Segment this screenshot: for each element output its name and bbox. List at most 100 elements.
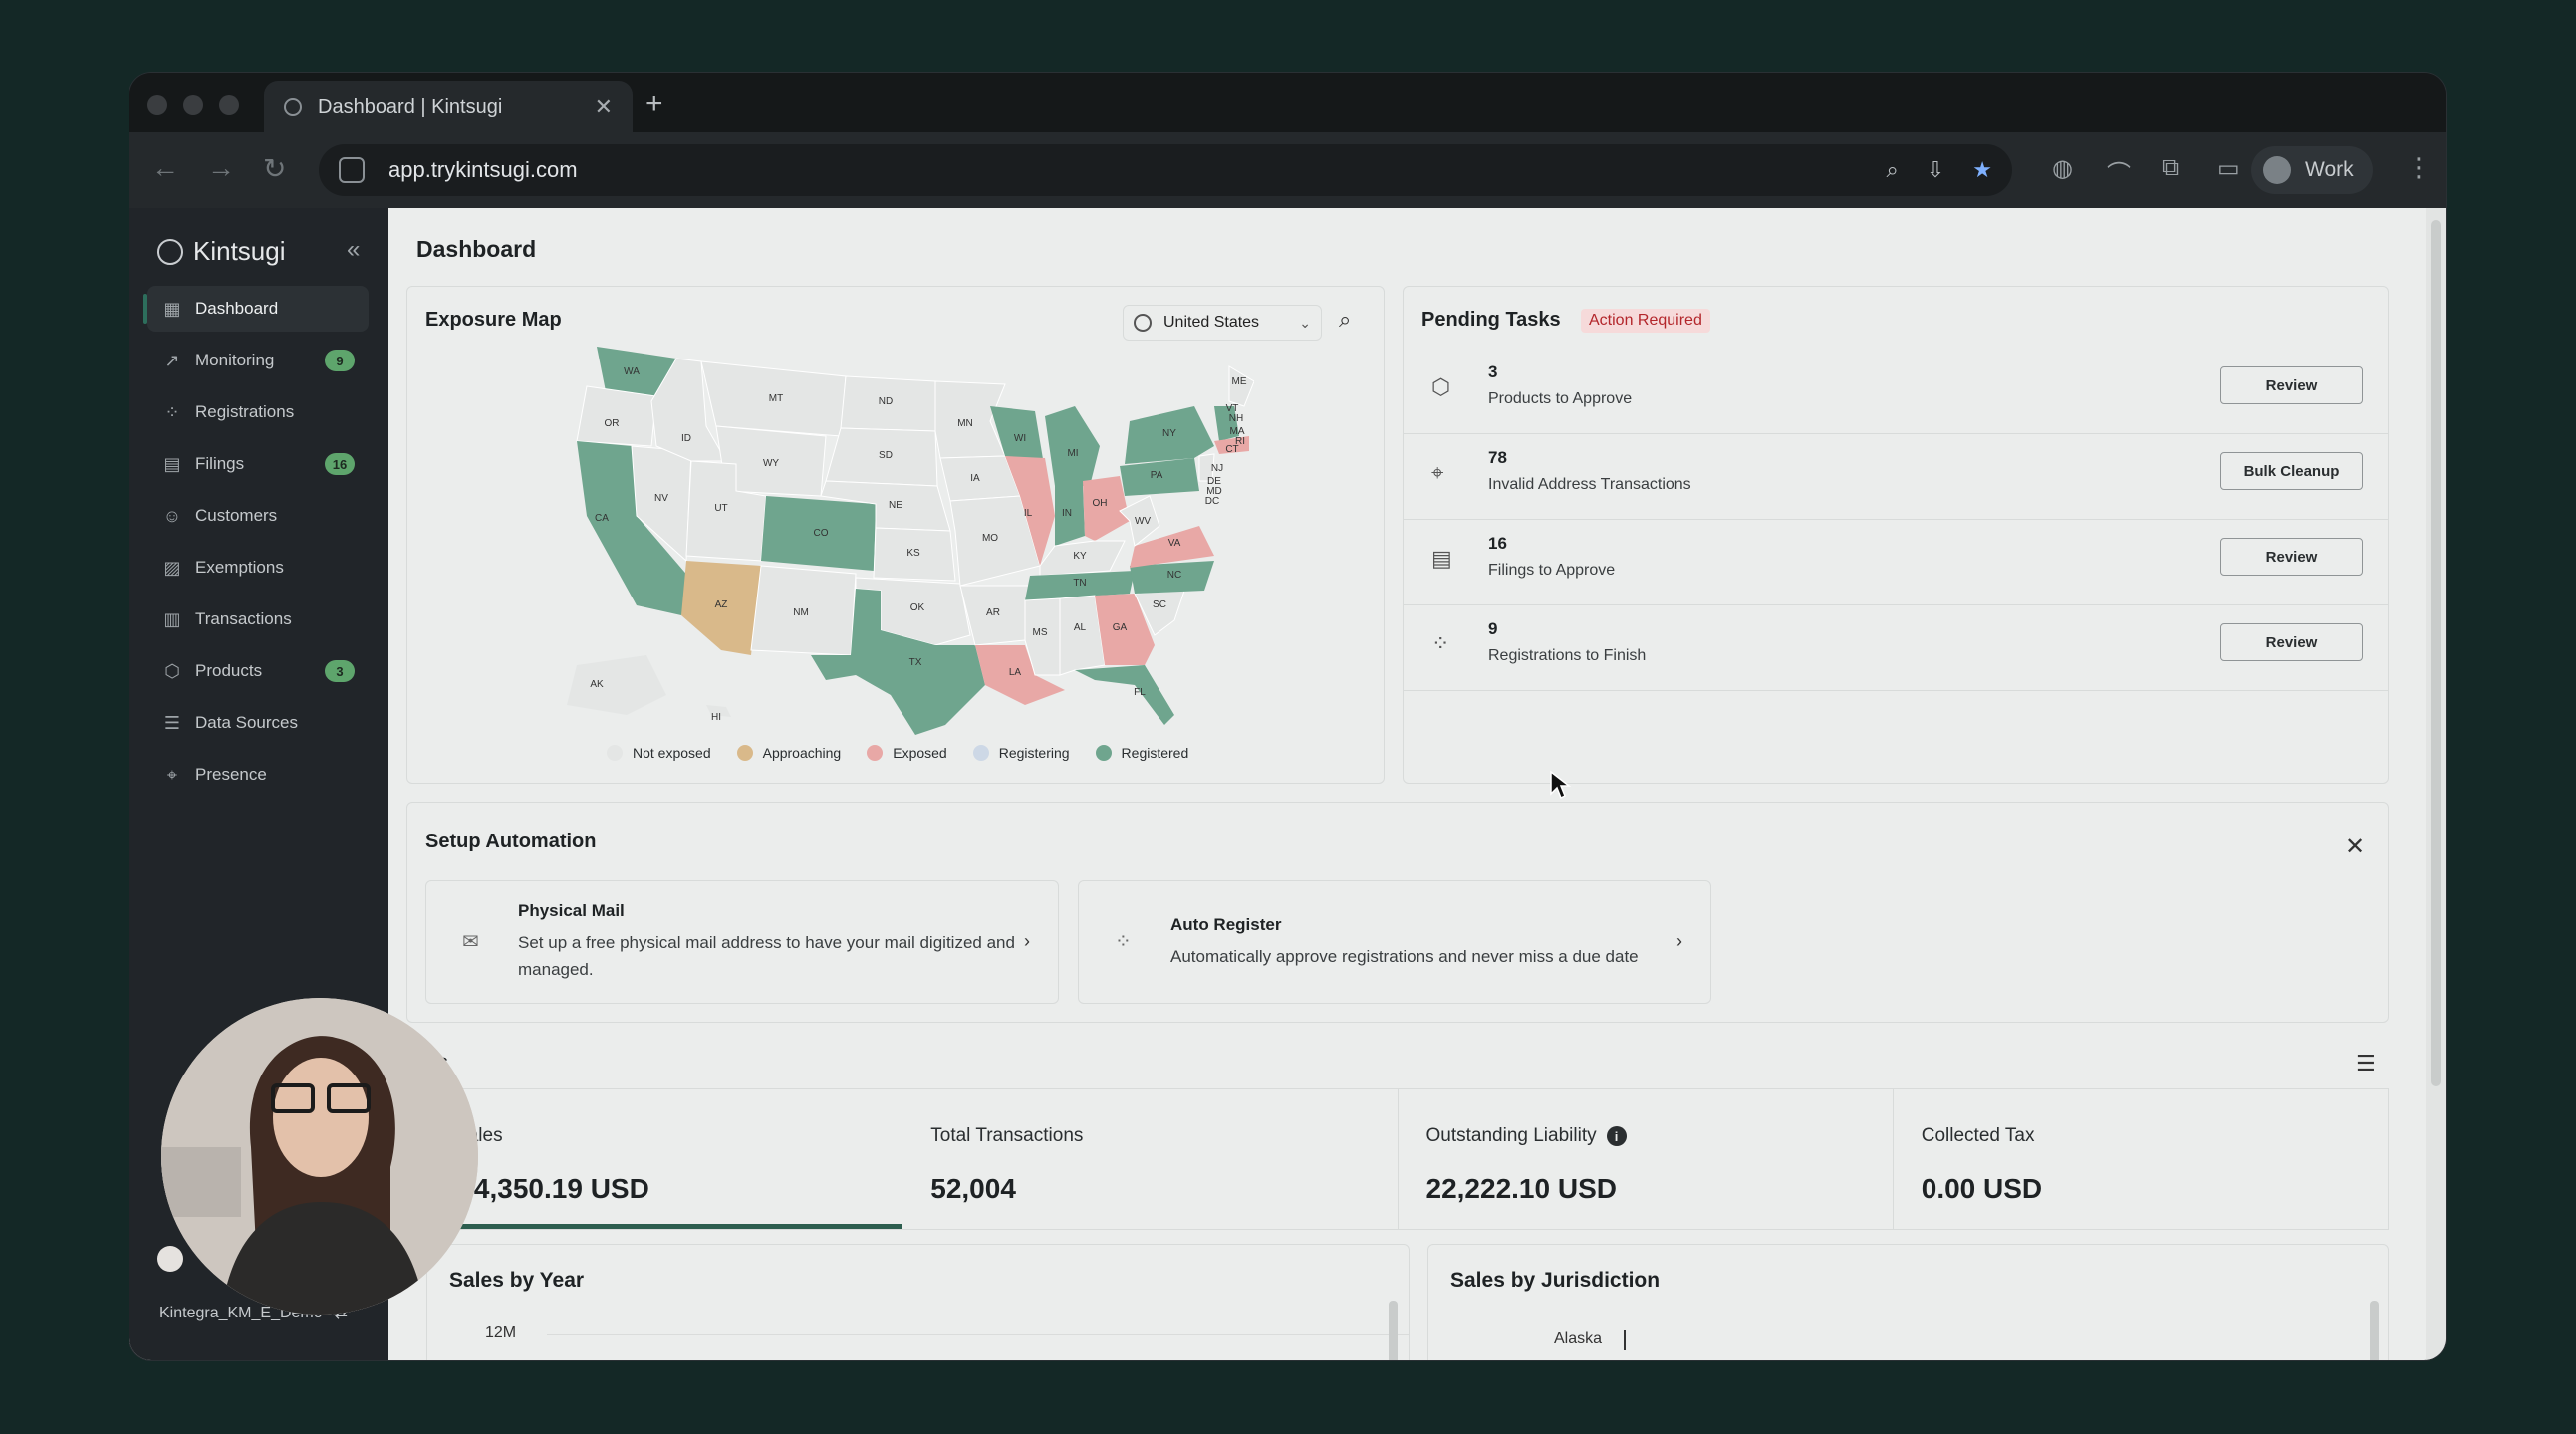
install-app-icon[interactable]: ⇩ <box>1926 157 1945 182</box>
state-CO[interactable] <box>761 496 876 571</box>
window-minimize-control[interactable] <box>183 95 203 115</box>
state-CA[interactable] <box>577 441 696 615</box>
state-WV[interactable] <box>1119 495 1160 547</box>
state-TX[interactable] <box>811 589 985 735</box>
collapse-sidebar-icon[interactable]: « <box>347 236 361 263</box>
stat-card[interactable]: al Sales,764,350.19 USD <box>407 1089 903 1229</box>
exposure-map-card: Exposure Map United States ⌄ ⌕ <box>406 286 1385 784</box>
map-search-icon[interactable]: ⌕ <box>1339 307 1352 332</box>
close-icon[interactable]: ✕ <box>2345 834 2366 860</box>
sidebar-item-presence[interactable]: ⌖ Presence <box>147 752 369 798</box>
state-PA[interactable] <box>1120 458 1199 496</box>
state-AL[interactable] <box>1059 595 1106 676</box>
sidebar-item-dashboard[interactable]: ▦ Dashboard <box>143 286 369 332</box>
chart-scrollbar[interactable] <box>1389 1301 1398 1360</box>
sidebar-item-data-sources[interactable]: ☰ Data Sources <box>147 700 369 746</box>
sidebar-item-products[interactable]: ⬡ Products 3 <box>147 648 369 694</box>
sidebar-item-label: Products <box>195 661 263 680</box>
forward-icon[interactable]: → <box>207 152 235 183</box>
state-NJ[interactable] <box>1198 453 1215 482</box>
user-avatar[interactable] <box>157 1246 183 1272</box>
chart-scrollbar[interactable] <box>2370 1301 2379 1360</box>
stat-card[interactable]: Total Transactions 52,004 <box>902 1089 1399 1229</box>
profile-button[interactable]: Work <box>2251 146 2373 194</box>
extensions-puzzle-icon[interactable]: ⧉ <box>2162 154 2180 181</box>
task-action-button[interactable]: Review <box>2220 538 2363 576</box>
window-maximize-control[interactable] <box>219 95 239 115</box>
sidebar-item-transactions[interactable]: ▥ Transactions <box>147 597 369 642</box>
new-tab-button[interactable]: + <box>645 87 663 120</box>
page-scrollbar[interactable] <box>2426 208 2446 1360</box>
state-FL[interactable] <box>1075 665 1174 725</box>
stat-card[interactable]: Collected Tax 0.00 USD <box>1894 1089 2388 1229</box>
state-NY[interactable] <box>1125 406 1214 464</box>
state-OH[interactable] <box>1083 476 1130 541</box>
state-AK[interactable] <box>567 655 666 715</box>
state-AZ[interactable] <box>681 561 761 655</box>
state-OR[interactable] <box>576 385 657 447</box>
task-action-button[interactable]: Bulk Cleanup <box>2220 452 2363 490</box>
info-icon[interactable]: i <box>1606 1126 1627 1146</box>
stat-card[interactable]: Outstanding Liability i 22,222.10 USD <box>1399 1089 1894 1229</box>
state-VA[interactable] <box>1130 526 1214 568</box>
extension-2-icon[interactable]: ⌒ <box>2107 161 2131 188</box>
state-GA[interactable] <box>1095 594 1155 665</box>
browser-tab[interactable]: Dashboard | Kintsugi ✕ <box>264 81 633 132</box>
tab-close-icon[interactable]: ✕ <box>594 94 613 119</box>
state-WA[interactable] <box>597 347 676 401</box>
sidebar-item-exemptions[interactable]: ▨ Exemptions <box>147 545 369 591</box>
state-label-SC: SC <box>1153 599 1166 610</box>
us-exposure-map[interactable]: WA OR CA NV ID MT WY UT AZ CO NM ND SD NE KS OK TX MN IA MO… <box>537 347 1254 735</box>
state-label-OK: OK <box>910 602 925 613</box>
sidebar-item-filings[interactable]: ▤ Filings 16 <box>147 441 369 487</box>
sidebar-item-registrations[interactable]: ⁘ Registrations <box>147 389 369 435</box>
state-NC[interactable] <box>1130 561 1214 594</box>
sidebar-item-label: Data Sources <box>195 713 298 732</box>
zoom-icon[interactable]: ⌕ <box>1886 157 1899 182</box>
sidebar-item-customers[interactable]: ☺ Customers <box>147 493 369 539</box>
state-ME[interactable] <box>1228 365 1254 407</box>
sidebar-item-monitoring[interactable]: ↗ Monitoring 9 <box>147 338 369 383</box>
filter-icon[interactable]: ☰ <box>2356 1051 2376 1076</box>
state-MO[interactable] <box>949 495 1041 587</box>
task-action-button[interactable]: Review <box>2220 366 2363 404</box>
window-close-control[interactable] <box>147 95 167 115</box>
address-bar[interactable]: app.trykintsugi.com ⌕ ⇩ ★ <box>319 144 2012 196</box>
stat-label-text: Outstanding Liability <box>1425 1125 1597 1146</box>
state-label-GA: GA <box>1113 622 1128 633</box>
page-scrollbar-thumb[interactable] <box>2431 220 2441 1086</box>
physical-mail-card[interactable]: ✉ Physical Mail Set up a free physical m… <box>425 880 1059 1004</box>
url-text[interactable]: app.trykintsugi.com <box>388 157 578 182</box>
task-action-button[interactable]: Review <box>2220 623 2363 661</box>
site-settings-icon[interactable] <box>339 157 365 183</box>
state-KS[interactable] <box>873 527 956 582</box>
state-IN[interactable] <box>1055 486 1085 546</box>
state-HI[interactable] <box>706 705 731 717</box>
state-label-NJ: NJ <box>1211 463 1223 474</box>
state-ID[interactable] <box>650 358 727 462</box>
brand[interactable]: Kintsugi <box>157 236 286 267</box>
profile-avatar <box>2263 156 2291 184</box>
state-VT-NH[interactable] <box>1214 406 1239 441</box>
back-icon[interactable]: ← <box>151 152 179 183</box>
state-MI[interactable] <box>1045 406 1100 486</box>
sidebar-item-label: Dashboard <box>195 299 279 318</box>
state-MS[interactable] <box>1024 598 1061 676</box>
state-IL[interactable] <box>1005 456 1055 566</box>
browser-menu-icon[interactable]: ⋮ <box>2406 152 2432 182</box>
extension-icon[interactable]: ◍ <box>2052 155 2073 182</box>
side-panel-icon[interactable]: ▭ <box>2217 155 2240 182</box>
state-LA[interactable] <box>975 645 1065 705</box>
state-TN[interactable] <box>1025 571 1135 600</box>
state-label-NY: NY <box>1162 428 1176 439</box>
reload-icon[interactable]: ↻ <box>263 153 287 184</box>
country-select[interactable]: United States ⌄ <box>1123 305 1322 341</box>
state-MA[interactable] <box>1214 436 1249 454</box>
state-WI[interactable] <box>990 406 1045 471</box>
state-label-DE: DE <box>1207 476 1221 487</box>
auto-register-card[interactable]: ⁘ Auto Register Automatically approve re… <box>1078 880 1711 1004</box>
bookmark-star-icon[interactable]: ★ <box>1972 157 1992 182</box>
customers-icon: ☺ <box>162 505 182 526</box>
state-label-OR: OR <box>605 418 620 429</box>
presenter-video-image <box>161 998 478 1314</box>
